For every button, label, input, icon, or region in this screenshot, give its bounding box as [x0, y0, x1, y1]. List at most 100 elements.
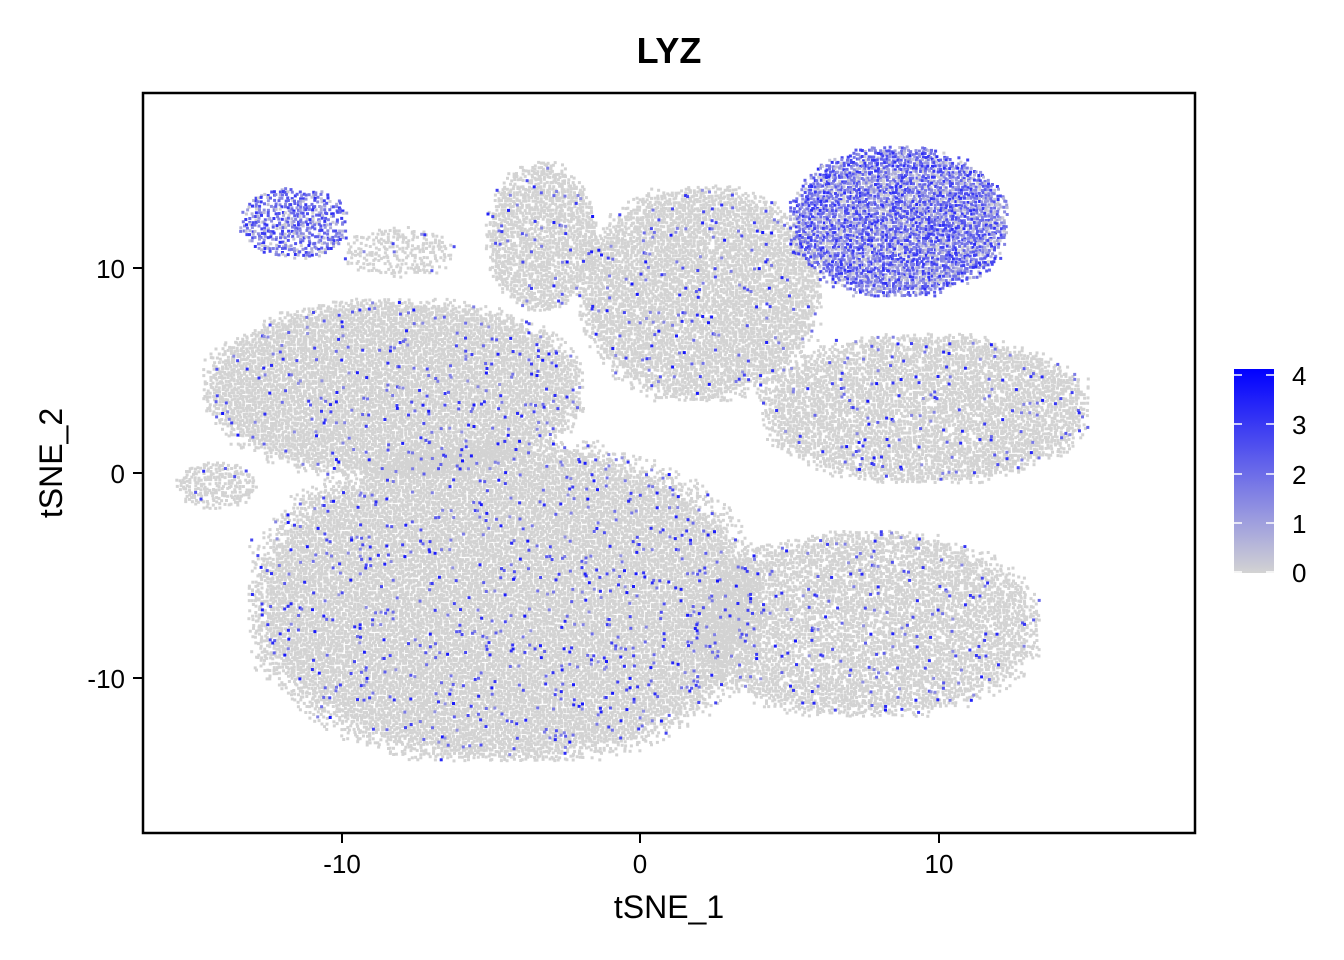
cell-point [338, 399, 342, 403]
cell-point [374, 302, 378, 306]
cell-point [355, 423, 359, 427]
cell-point [232, 428, 236, 432]
cell-point [331, 384, 335, 388]
cell-point [388, 376, 392, 380]
cell-point [299, 435, 303, 439]
cell-point [277, 439, 281, 443]
cell-point [343, 351, 347, 355]
cell-point [479, 318, 483, 322]
cell-point [454, 337, 458, 340]
cell-point [544, 385, 548, 389]
cell-point [541, 436, 545, 440]
cell-point [403, 300, 407, 304]
cell-point [301, 323, 305, 327]
cell-point [292, 403, 296, 407]
cell-point [440, 338, 444, 341]
cell-point [350, 349, 354, 353]
cell-point [376, 386, 380, 389]
cell-point [403, 412, 407, 416]
cell-point [349, 384, 353, 388]
cell-point [353, 403, 356, 407]
cell-point [358, 424, 362, 428]
cell-point [379, 375, 383, 379]
cell-point [346, 328, 350, 332]
cell-point [310, 337, 314, 341]
cell-point [386, 326, 390, 330]
cell-point [386, 420, 390, 424]
cell-point [433, 345, 437, 349]
cell-point [245, 342, 249, 346]
cell-point [476, 309, 480, 313]
cell-point [278, 400, 282, 404]
cell-point [431, 343, 435, 347]
cell-point [383, 377, 387, 381]
cell-point [238, 360, 242, 364]
cell-point [380, 349, 384, 353]
cell-point [253, 442, 257, 446]
cell-point [240, 358, 243, 362]
cell-point [218, 372, 222, 376]
cell-point [295, 329, 299, 333]
cell-point [509, 385, 513, 389]
cell-point [425, 313, 429, 316]
cell-point [478, 398, 482, 402]
cell-point [224, 362, 227, 366]
cell-point [530, 415, 534, 419]
cell-point [344, 435, 348, 439]
cell-point [211, 386, 215, 390]
cell-point [457, 385, 461, 389]
cell-point [436, 382, 440, 386]
cell-point [535, 400, 539, 404]
cell-point [352, 407, 356, 411]
cell-point [290, 330, 294, 334]
cell-point [410, 304, 414, 308]
cell-point [433, 367, 437, 371]
cell-point [467, 343, 471, 347]
cell-point [235, 394, 239, 398]
cell-point [382, 320, 386, 323]
cell-point [329, 316, 333, 320]
cell-point [446, 344, 450, 348]
cell-point [334, 364, 338, 368]
cell-point [502, 389, 506, 393]
cell-point [340, 339, 344, 343]
cell-point [524, 367, 528, 371]
cell-point [554, 388, 558, 392]
cell-point [464, 376, 467, 380]
cell-point [449, 402, 453, 406]
cell-point [535, 433, 539, 437]
cell-point [394, 322, 398, 326]
cell-point [443, 305, 447, 309]
cell-point [331, 420, 335, 424]
cell-point [554, 366, 558, 370]
cell-point [410, 380, 414, 384]
cell-point [545, 409, 549, 413]
cell-point [544, 382, 548, 386]
cell-point [457, 375, 461, 379]
cell-point [301, 342, 305, 346]
cell-point [508, 358, 512, 362]
cell-point [512, 345, 516, 349]
cell-point [260, 394, 264, 398]
cell-point [319, 374, 323, 378]
cell-point [359, 390, 363, 394]
cell-point [341, 316, 345, 320]
cell-point [307, 385, 311, 389]
cell-point [526, 350, 530, 354]
cell-point [242, 362, 246, 366]
cell-point [493, 382, 497, 386]
cell-point [508, 388, 512, 392]
cell-point [413, 341, 417, 344]
cell-point [272, 349, 276, 353]
cell-point [383, 402, 387, 406]
cell-point [442, 370, 446, 373]
cell-point [304, 343, 308, 347]
cell-point [532, 394, 536, 398]
cell-point [270, 417, 274, 421]
cell-point [532, 430, 536, 434]
cell-point [287, 336, 291, 340]
cell-point [259, 414, 263, 418]
cell-point [352, 397, 356, 401]
cell-point [505, 368, 509, 372]
cell-point [503, 358, 507, 362]
